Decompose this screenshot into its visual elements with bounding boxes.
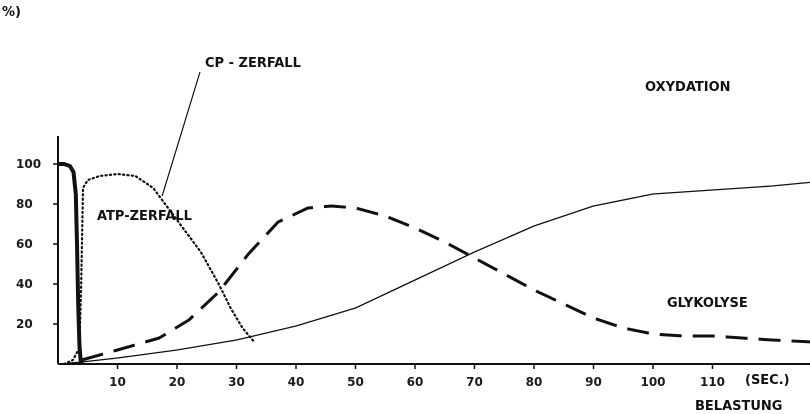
- x-tick-label-60: 60: [407, 375, 424, 389]
- x-tick-label-50: 50: [347, 375, 364, 389]
- annotation-glykolyse: GLYKOLYSE: [667, 296, 748, 311]
- y-tick-label-100: 100: [16, 157, 41, 171]
- x-tick-label-100: 100: [640, 375, 665, 389]
- axes: [57, 136, 810, 365]
- x-axis-label: BELASTUNG: [695, 399, 782, 414]
- x-tick-label-20: 20: [169, 375, 186, 389]
- x-tick-label-10: 10: [109, 375, 126, 389]
- x-tick-label-40: 40: [288, 375, 305, 389]
- annotation-oxydation: OXYDATION: [645, 80, 731, 95]
- series-group: [58, 162, 810, 366]
- y-tick-label-40: 40: [16, 277, 33, 291]
- ticks: 10 20 30 40 50 60 70 80 90 100 110 20 40 60 80 100: [16, 157, 725, 389]
- x-tick-label-70: 70: [466, 375, 483, 389]
- x-tick-label-80: 80: [526, 375, 543, 389]
- series-line-oxydation: [69, 181, 810, 364]
- x-tick-label-110: 110: [700, 375, 725, 389]
- x-axis-unit: (SEC.): [745, 373, 790, 388]
- y-tick-label-60: 60: [16, 237, 33, 251]
- y-tick-label-80: 80: [16, 197, 33, 211]
- series-line-atp-zerfall: [58, 162, 84, 365]
- cp-zerfall-leader-line: [161, 71, 201, 197]
- annotation-atp-zerfall: ATP-ZERFALL: [97, 209, 192, 224]
- series-line-glykolyse: [81, 204, 810, 362]
- y-axis-label: %): [2, 5, 21, 20]
- y-tick-label-20: 20: [16, 317, 33, 331]
- x-tick-label-90: 90: [585, 375, 602, 389]
- series-line-cp-zerfall: [62, 172, 256, 366]
- annotation-cp-zerfall: CP - ZERFALL: [205, 56, 301, 71]
- annotation-leaders: [161, 71, 201, 197]
- x-tick-label-30: 30: [228, 375, 245, 389]
